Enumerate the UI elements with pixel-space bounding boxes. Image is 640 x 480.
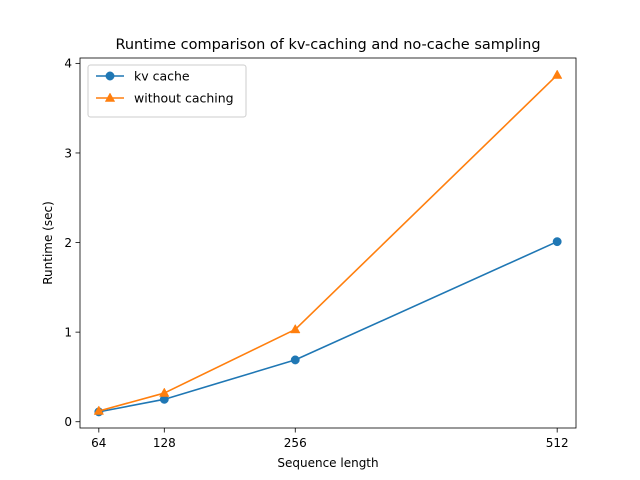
y-tick-label: 0	[64, 415, 72, 429]
chart-title: Runtime comparison of kv-caching and no-…	[115, 37, 540, 53]
series-line-kv-cache	[97, 240, 559, 413]
x-tick-label: 256	[284, 436, 307, 450]
data-point-without-caching	[290, 323, 301, 334]
legend-marker	[104, 92, 116, 102]
y-tick-label: 2	[64, 236, 72, 250]
series-layer	[93, 69, 563, 417]
legend-label: kv cache	[134, 69, 190, 84]
data-point-without-caching	[93, 405, 105, 415]
x-axis: 64 128 256 512	[91, 428, 569, 450]
legend: kv cache without caching	[87, 64, 247, 118]
plot-frame	[79, 57, 577, 429]
data-point-without-caching	[551, 69, 563, 79]
legend-marker	[105, 71, 115, 81]
y-tick-label: 4	[64, 57, 72, 71]
y-tick-label: 1	[64, 325, 72, 339]
y-axis-label: Runtime (sec)	[41, 201, 55, 285]
y-axis: 0 1 2 3 4	[64, 57, 80, 429]
legend-item: kv cache	[96, 69, 190, 84]
x-tick-label: 512	[546, 436, 569, 450]
legend-box	[87, 64, 247, 118]
data-point-without-caching	[159, 387, 170, 397]
legend-label: without caching	[134, 91, 234, 106]
x-tick-label: 64	[91, 436, 106, 450]
series-line-without-caching	[97, 73, 559, 412]
series-without-caching	[93, 69, 563, 415]
data-point-kv-cache	[552, 237, 562, 247]
x-tick-label: 128	[153, 436, 176, 450]
legend-item: without caching	[96, 91, 234, 106]
data-point-kv-cache	[290, 355, 300, 365]
x-axis-label: Sequence length	[277, 456, 378, 470]
y-tick-label: 3	[64, 146, 72, 160]
